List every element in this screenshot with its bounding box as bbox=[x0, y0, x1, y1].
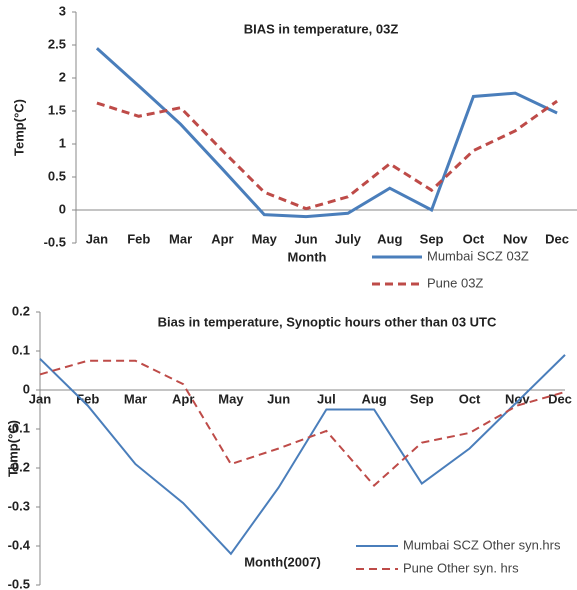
y-tick-label: -0.2 bbox=[8, 459, 30, 474]
y-tick-label: -0.5 bbox=[8, 576, 30, 590]
x-tick-label: Sep bbox=[420, 231, 444, 246]
series-line bbox=[39, 354, 566, 556]
y-tick-label: 0.1 bbox=[12, 342, 30, 357]
x-tick-label: Jul bbox=[317, 391, 336, 406]
series-line bbox=[39, 359, 566, 487]
x-tick-label: Nov bbox=[503, 231, 528, 246]
x-tick-label: Jan bbox=[29, 391, 51, 406]
x-tick-label: Aug bbox=[361, 391, 386, 406]
x-axis-title: Month bbox=[288, 249, 327, 264]
y-axis-title: Temp(°C) bbox=[11, 99, 26, 156]
chart-title: Bias in temperature, Synoptic hours othe… bbox=[158, 314, 497, 329]
y-tick-label: -0.3 bbox=[8, 498, 30, 513]
y-tick-label: -0.1 bbox=[8, 420, 30, 435]
x-tick-label: May bbox=[252, 231, 278, 246]
y-tick-label: 0.5 bbox=[48, 168, 66, 183]
x-tick-label: Feb bbox=[76, 391, 99, 406]
x-tick-label: Sep bbox=[410, 391, 434, 406]
series-line bbox=[95, 47, 558, 219]
x-tick-label: July bbox=[335, 231, 362, 246]
legend-label: Mumbai SCZ Other syn.hrs bbox=[403, 537, 561, 552]
y-tick-label: 1 bbox=[59, 135, 66, 150]
y-tick-label: 2.5 bbox=[48, 36, 66, 51]
x-tick-label: May bbox=[218, 391, 244, 406]
x-tick-label: Oct bbox=[463, 231, 485, 246]
y-tick-label: 0.2 bbox=[12, 303, 30, 318]
y-tick-label: 3 bbox=[59, 3, 66, 18]
x-tick-label: Jun bbox=[267, 391, 290, 406]
y-tick-label: 1.5 bbox=[48, 102, 66, 117]
x-tick-label: Apr bbox=[172, 391, 194, 406]
x-tick-label: Apr bbox=[211, 231, 233, 246]
y-tick-label: 2 bbox=[59, 69, 66, 84]
legend-label: Pune Other syn. hrs bbox=[403, 560, 519, 575]
y-tick-label: 0 bbox=[59, 201, 66, 216]
legend-label: Pune 03Z bbox=[427, 275, 483, 290]
y-tick-label: -0.5 bbox=[44, 234, 66, 249]
x-tick-label: Jan bbox=[86, 231, 108, 246]
x-tick-label: Mar bbox=[124, 391, 147, 406]
y-axis-title: Temp(°C) bbox=[5, 420, 20, 477]
x-tick-label: Dec bbox=[545, 231, 569, 246]
y-tick-label: 0 bbox=[23, 381, 30, 396]
x-axis-title: Month(2007) bbox=[244, 554, 321, 569]
legend-label: Mumbai SCZ 03Z bbox=[427, 248, 529, 263]
x-tick-label: Mar bbox=[169, 231, 192, 246]
series-line bbox=[96, 99, 558, 211]
x-tick-label: Oct bbox=[459, 391, 481, 406]
x-tick-label: Jun bbox=[295, 231, 318, 246]
x-tick-label: Aug bbox=[377, 231, 402, 246]
x-tick-label: Feb bbox=[127, 231, 150, 246]
y-tick-label: -0.4 bbox=[8, 537, 31, 552]
chart-title: BIAS in temperature, 03Z bbox=[244, 21, 399, 36]
x-tick-label: Dec bbox=[548, 391, 572, 406]
